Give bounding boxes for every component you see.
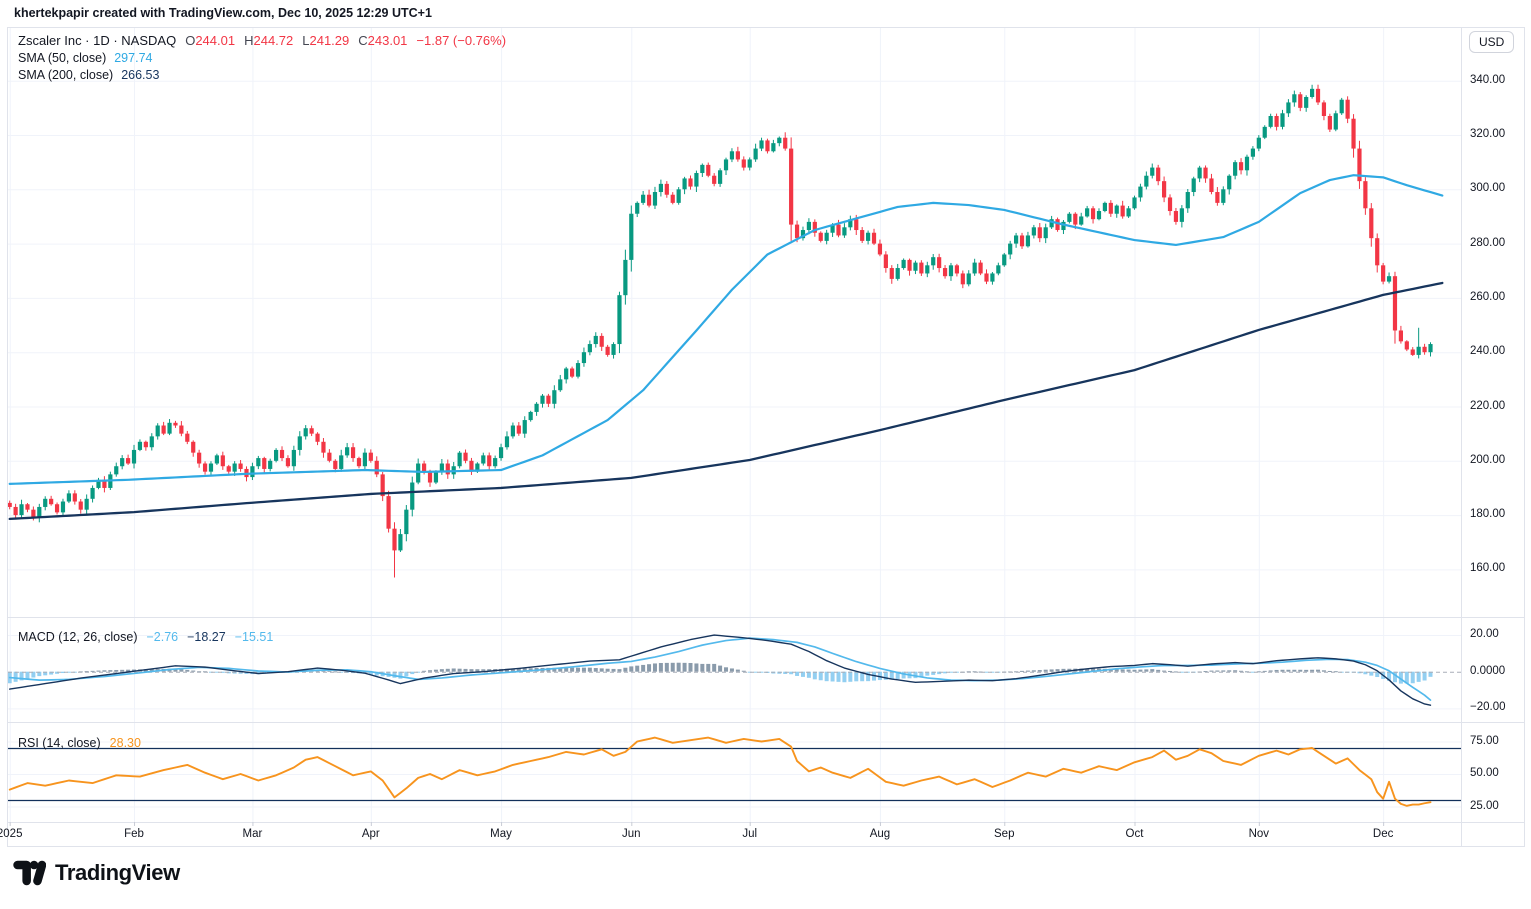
attribution-text: khertekpapir created with TradingView.co… [14, 6, 432, 20]
price-tick: 180.00 [1470, 508, 1506, 521]
macd-tick: −20.00 [1470, 701, 1506, 714]
time-tick: Jun [622, 828, 641, 840]
time-tick: Apr [361, 828, 380, 840]
time-tick: Sep [994, 828, 1015, 840]
time-tick: May [490, 828, 512, 840]
time-tick: Jul [742, 828, 758, 840]
sma50-value: 297.74 [114, 51, 153, 65]
time-tick: Nov [1248, 828, 1270, 840]
macd-line-value: −18.27 [187, 630, 226, 644]
rsi-value: 28.30 [109, 736, 141, 750]
price-tick: 280.00 [1470, 236, 1506, 249]
price-tick: 320.00 [1470, 128, 1506, 140]
sma200-legend[interactable]: SMA (200, close) 266.53 [18, 68, 159, 82]
tradingview-logo-icon [13, 860, 46, 886]
sma50-label: SMA (50, close) [18, 51, 107, 65]
change-value: −1.87 (−0.76%) [416, 33, 507, 48]
rsi-tick: 75.00 [1470, 734, 1499, 747]
ohlc-item: L241.29 [302, 33, 350, 48]
tradingview-logo-text: TradingView [55, 860, 180, 885]
price-tick: 200.00 [1470, 453, 1506, 466]
ohlc-item: C243.01 [358, 33, 408, 48]
time-tick: Mar [242, 828, 263, 840]
macd-tick: 20.00 [1470, 628, 1499, 641]
price-tick: 160.00 [1470, 562, 1506, 575]
sma200-label: SMA (200, close) [18, 68, 114, 82]
price-tick: 260.00 [1470, 290, 1506, 303]
symbol-legend[interactable]: Zscaler Inc · 1D · NASDAQ O244.01 H244.72… [18, 33, 506, 48]
sma50-legend[interactable]: SMA (50, close) 297.74 [18, 51, 152, 65]
price-tick: 220.00 [1470, 399, 1506, 412]
ohlc-values: O244.01 H244.72 L241.29 C243.01 [185, 33, 407, 48]
price-tick: 300.00 [1470, 182, 1506, 195]
macd-hist-value: −2.76 [146, 630, 179, 644]
price-tick: 340.00 [1470, 73, 1506, 86]
macd-legend[interactable]: MACD (12, 26, close) −2.76 −18.27 −15.51 [18, 630, 273, 644]
rsi-label: RSI (14, close) [18, 736, 101, 750]
price-tick: 240.00 [1470, 345, 1506, 358]
macd-signal-value: −15.51 [234, 630, 274, 644]
currency-button[interactable]: USD [1469, 31, 1515, 53]
time-tick: Oct [1125, 828, 1144, 840]
time-tick: Feb [124, 828, 144, 840]
rsi-tick: 50.00 [1470, 767, 1499, 779]
time-tick: Aug [869, 828, 891, 840]
macd-label: MACD (12, 26, close) [18, 630, 138, 644]
tradingview-logo[interactable]: TradingView [13, 860, 180, 886]
macd-tick: 0.0000 [1470, 664, 1506, 677]
time-tick: 2025 [0, 828, 23, 840]
time-tick: Dec [1372, 828, 1394, 840]
rsi-tick: 25.00 [1470, 799, 1499, 812]
ohlc-item: O244.01 [185, 33, 236, 48]
symbol-title: Zscaler Inc · 1D · NASDAQ [18, 33, 177, 48]
ohlc-item: H244.72 [244, 33, 294, 48]
rsi-legend[interactable]: RSI (14, close) 28.30 [18, 736, 141, 750]
sma200-value: 266.53 [121, 68, 160, 82]
